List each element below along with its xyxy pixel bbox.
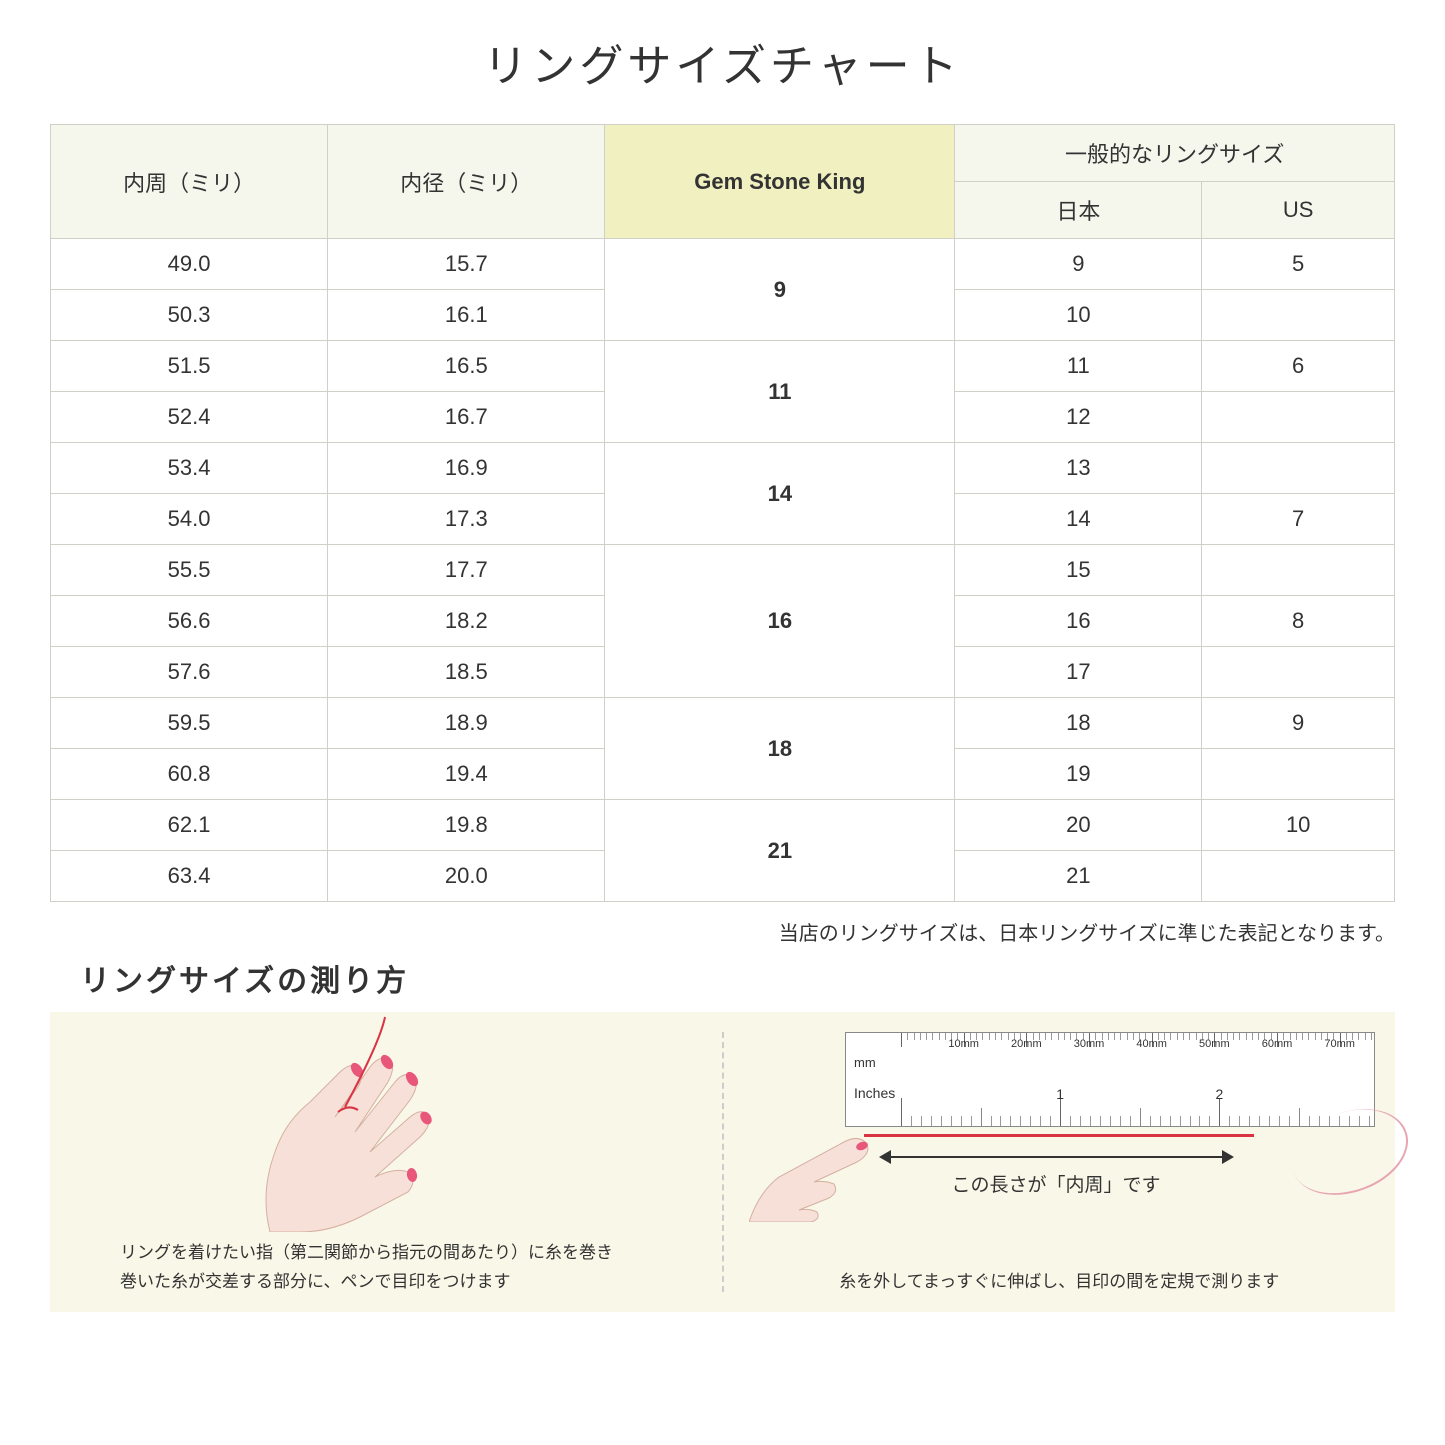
- cell-circumference: 57.6: [51, 647, 328, 698]
- cell-circumference: 50.3: [51, 290, 328, 341]
- cell-circumference: 62.1: [51, 800, 328, 851]
- cell-japan: 15: [955, 545, 1202, 596]
- cell-diameter: 15.7: [328, 239, 605, 290]
- thread-line: [864, 1134, 1254, 1137]
- cell-japan: 9: [955, 239, 1202, 290]
- ruler-in-label: Inches: [854, 1085, 895, 1101]
- cell-gem: 21: [605, 800, 955, 902]
- cell-gem: 9: [605, 239, 955, 341]
- cell-japan: 21: [955, 851, 1202, 902]
- cell-japan: 16: [955, 596, 1202, 647]
- cell-diameter: 16.5: [328, 341, 605, 392]
- cell-us: 5: [1202, 239, 1395, 290]
- cell-diameter: 19.4: [328, 749, 605, 800]
- table-row: 59.518.918189: [51, 698, 1395, 749]
- cell-us: [1202, 545, 1395, 596]
- cell-us: [1202, 749, 1395, 800]
- cell-us: 7: [1202, 494, 1395, 545]
- header-japan: 日本: [955, 182, 1202, 239]
- cell-circumference: 54.0: [51, 494, 328, 545]
- header-gemstone: Gem Stone King: [605, 125, 955, 239]
- instruction-left-text: リングを着けたい指（第二関節から指元の間あたり）に糸を巻き 巻いた糸が交差する部…: [120, 1239, 682, 1297]
- cell-diameter: 16.7: [328, 392, 605, 443]
- cell-japan: 18: [955, 698, 1202, 749]
- cell-circumference: 51.5: [51, 341, 328, 392]
- header-circumference: 内周（ミリ）: [51, 125, 328, 239]
- cell-diameter: 17.7: [328, 545, 605, 596]
- cell-diameter: 17.3: [328, 494, 605, 545]
- cell-us: 6: [1202, 341, 1395, 392]
- cell-us: [1202, 443, 1395, 494]
- hand-wrap-illustration: [230, 1012, 510, 1232]
- cell-diameter: 20.0: [328, 851, 605, 902]
- instruction-left: リングを着けたい指（第二関節から指元の間あたり）に糸を巻き 巻いた糸が交差する部…: [50, 1012, 722, 1312]
- cell-diameter: 18.9: [328, 698, 605, 749]
- cell-us: [1202, 290, 1395, 341]
- table-row: 62.119.8212010: [51, 800, 1395, 851]
- header-diameter: 内径（ミリ）: [328, 125, 605, 239]
- cell-circumference: 52.4: [51, 392, 328, 443]
- cell-circumference: 63.4: [51, 851, 328, 902]
- cell-japan: 12: [955, 392, 1202, 443]
- cell-circumference: 56.6: [51, 596, 328, 647]
- cell-diameter: 18.2: [328, 596, 605, 647]
- table-row: 53.416.91413: [51, 443, 1395, 494]
- cell-gem: 16: [605, 545, 955, 698]
- cell-diameter: 16.1: [328, 290, 605, 341]
- cell-us: 9: [1202, 698, 1395, 749]
- page-title: リングサイズチャート: [50, 30, 1395, 94]
- measure-arrow: [879, 1147, 1234, 1167]
- cell-us: [1202, 851, 1395, 902]
- cell-us: 8: [1202, 596, 1395, 647]
- cell-japan: 20: [955, 800, 1202, 851]
- header-general: 一般的なリングサイズ: [955, 125, 1395, 182]
- cell-gem: 18: [605, 698, 955, 800]
- cell-us: [1202, 647, 1395, 698]
- subtitle: リングサイズの測り方: [50, 956, 1395, 1000]
- table-row: 55.517.71615: [51, 545, 1395, 596]
- cell-circumference: 55.5: [51, 545, 328, 596]
- cell-diameter: 16.9: [328, 443, 605, 494]
- cell-gem: 11: [605, 341, 955, 443]
- cell-japan: 14: [955, 494, 1202, 545]
- ring-size-table: 内周（ミリ） 内径（ミリ） Gem Stone King 一般的なリングサイズ …: [50, 124, 1395, 902]
- cell-us: [1202, 392, 1395, 443]
- cell-gem: 14: [605, 443, 955, 545]
- cell-circumference: 60.8: [51, 749, 328, 800]
- instruction-right: mm Inches 10mm20mm30mm40mm50mm60mm70mm 1…: [724, 1012, 1396, 1312]
- measure-label: この長さが「内周」です: [874, 1170, 1239, 1197]
- hand-point-illustration: [749, 1122, 889, 1222]
- header-us: US: [1202, 182, 1395, 239]
- ruler-illustration: mm Inches 10mm20mm30mm40mm50mm60mm70mm 1…: [845, 1032, 1375, 1127]
- cell-circumference: 59.5: [51, 698, 328, 749]
- ruler-mm-label: mm: [854, 1055, 876, 1070]
- cell-japan: 10: [955, 290, 1202, 341]
- table-row: 49.015.7995: [51, 239, 1395, 290]
- cell-japan: 11: [955, 341, 1202, 392]
- cell-japan: 17: [955, 647, 1202, 698]
- instructions-panel: リングを着けたい指（第二関節から指元の間あたり）に糸を巻き 巻いた糸が交差する部…: [50, 1012, 1395, 1312]
- cell-circumference: 53.4: [51, 443, 328, 494]
- table-row: 51.516.511116: [51, 341, 1395, 392]
- note-text: 当店のリングサイズは、日本リングサイズに準じた表記となります。: [50, 917, 1395, 946]
- cell-diameter: 18.5: [328, 647, 605, 698]
- cell-circumference: 49.0: [51, 239, 328, 290]
- cell-japan: 19: [955, 749, 1202, 800]
- cell-diameter: 19.8: [328, 800, 605, 851]
- instruction-right-text: 糸を外してまっすぐに伸ばし、目印の間を定規で測ります: [784, 1268, 1336, 1297]
- cell-japan: 13: [955, 443, 1202, 494]
- cell-us: 10: [1202, 800, 1395, 851]
